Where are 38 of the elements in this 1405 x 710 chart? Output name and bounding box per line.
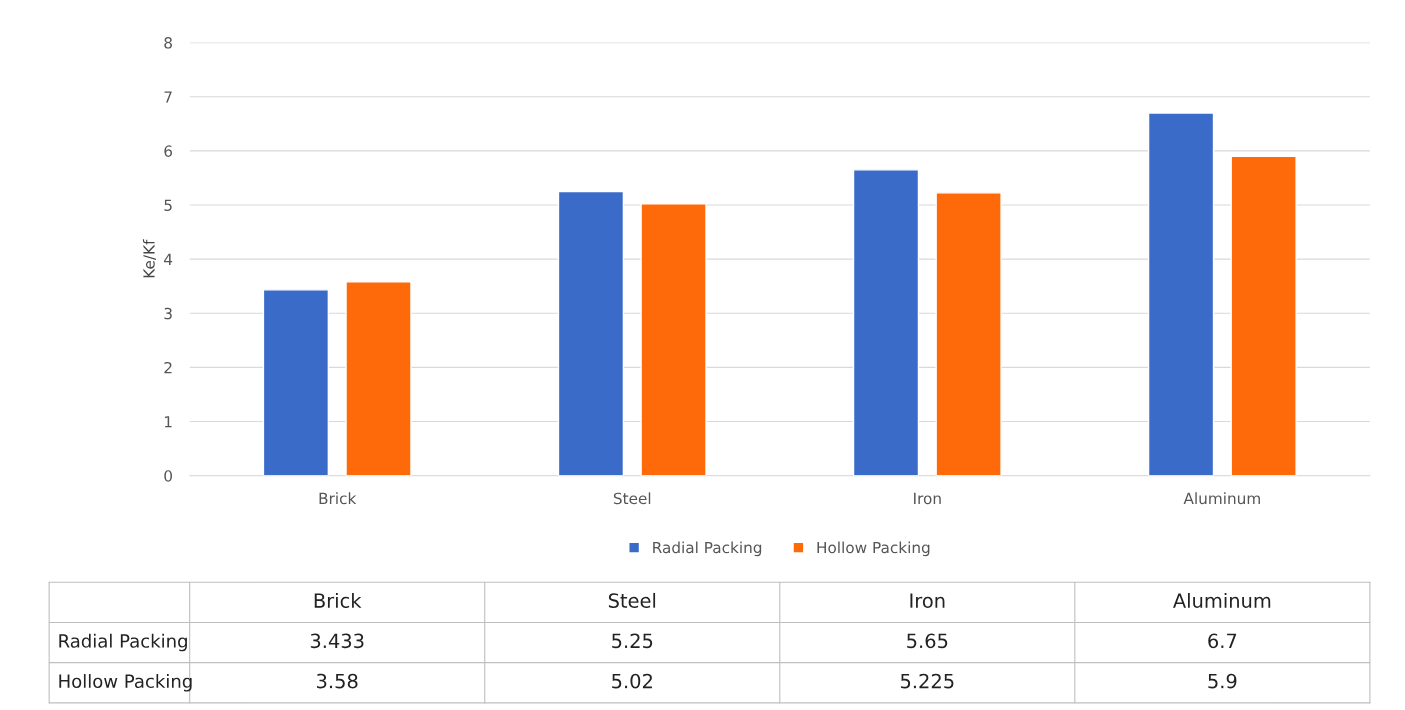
legend-label: Radial Packing (653, 541, 762, 557)
y-axis-title: Ke/Kf (142, 239, 156, 278)
category-label: Brick (314, 592, 362, 608)
category-label: Steel (608, 592, 656, 608)
y-tick-label: 2 (164, 361, 172, 374)
y-tick-label: 5 (164, 199, 172, 212)
x-tick-label: Steel (613, 492, 651, 505)
category-label: Iron (910, 593, 945, 608)
data-label: 5.02 (612, 673, 652, 689)
data-label: 6.7 (1208, 633, 1237, 649)
y-tick-label: 1 (164, 416, 172, 428)
bar (640, 203, 707, 476)
data-label: 5.225 (900, 673, 954, 689)
x-tick-label: Brick (319, 492, 357, 505)
y-tick-label: 6 (164, 145, 173, 157)
text: Radial Packing (59, 633, 187, 652)
data-label: 5.9 (1208, 673, 1237, 689)
y-tick-label: 0 (164, 470, 172, 482)
y-tick-label: 4 (164, 253, 173, 265)
bar (262, 289, 330, 476)
bar (345, 281, 412, 476)
bar (1147, 112, 1215, 476)
data-label: 5.25 (612, 633, 653, 649)
x-tick-label: Iron (914, 492, 941, 505)
legend-label: Hollow Packing (817, 541, 930, 557)
bar (557, 190, 625, 476)
bar (1230, 155, 1297, 476)
y-tick-label: 7 (164, 91, 172, 103)
y-tick-label: 3 (164, 307, 172, 320)
x-tick-label: Aluminum (1183, 492, 1260, 505)
category-label: Aluminum (1173, 592, 1271, 608)
text: Hollow Packing (59, 674, 192, 692)
data-label: 5.65 (907, 633, 948, 649)
bar (935, 192, 1002, 476)
y-tick-label: 8 (164, 37, 172, 49)
data-label: 3.433 (310, 633, 364, 649)
bar (852, 169, 920, 476)
data-label: 3.58 (317, 673, 358, 689)
